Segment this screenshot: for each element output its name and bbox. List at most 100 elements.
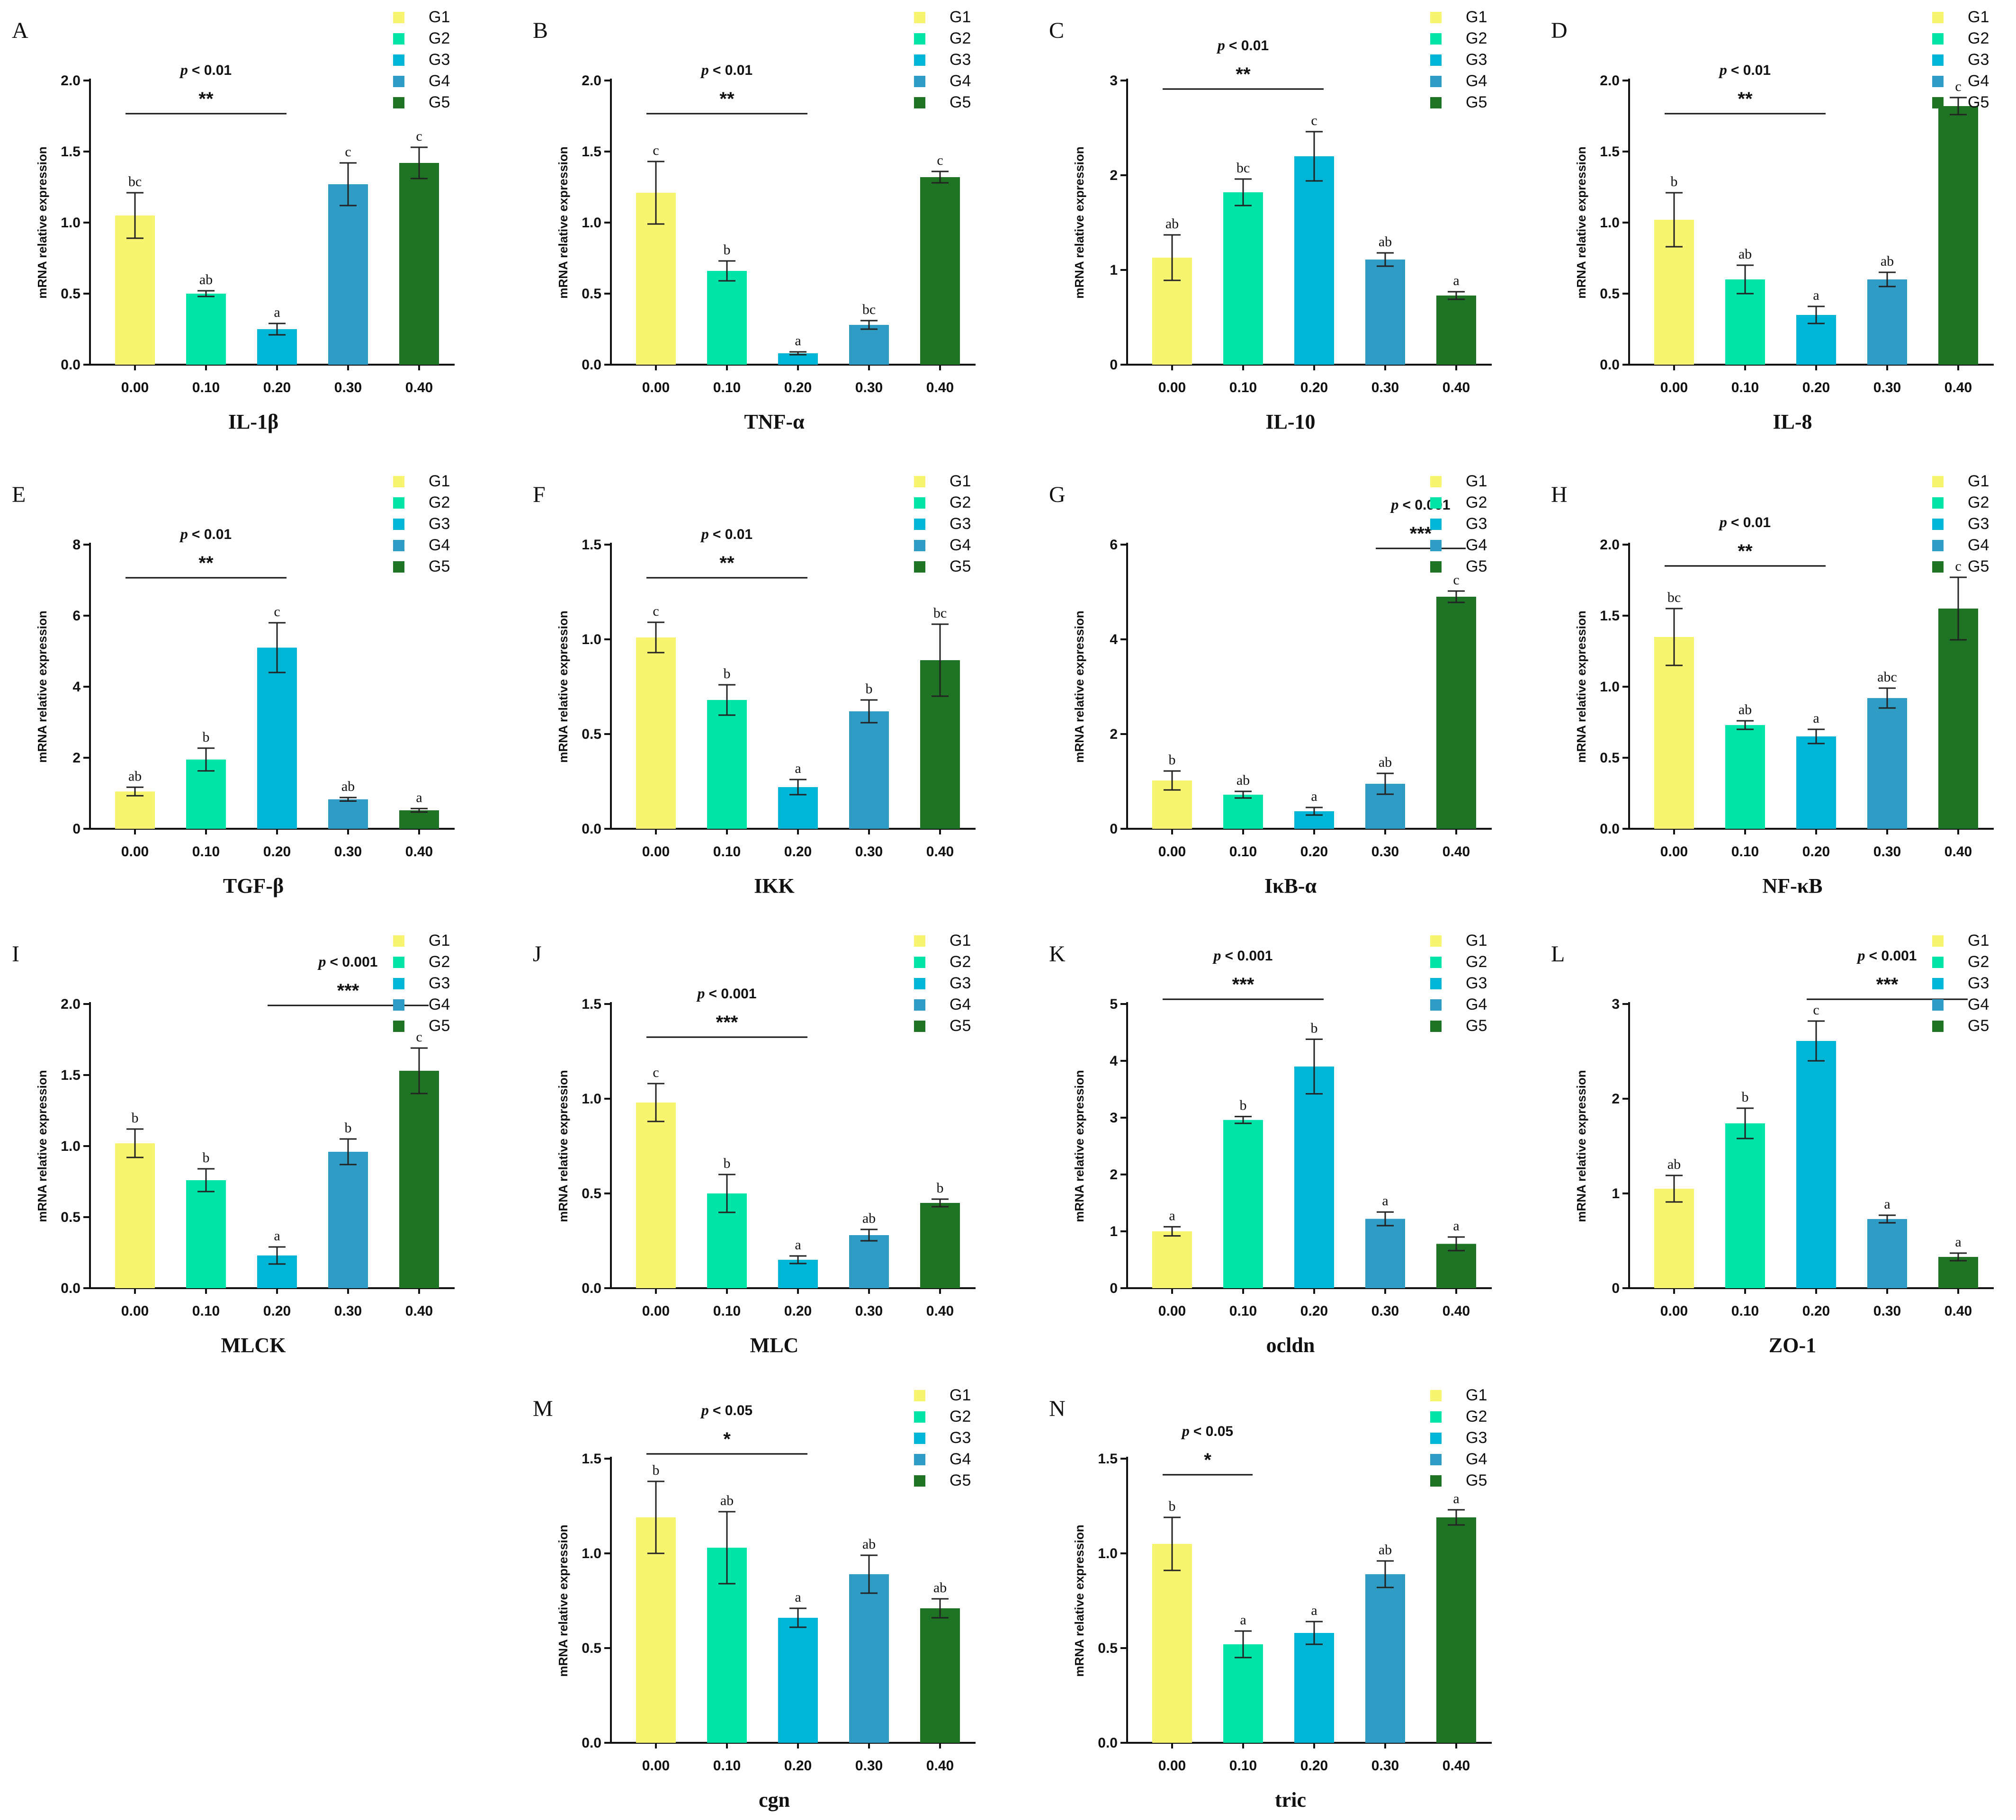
significance-letter: ab [128, 768, 142, 784]
y-tick-label: 2 [1110, 168, 1118, 183]
bar-0.30 [1365, 260, 1405, 365]
panel-letter-d: D [1551, 18, 1568, 43]
p-symbol: p [700, 525, 713, 542]
y-tick-label: 0.0 [582, 1735, 601, 1751]
significance-letter: a [1240, 1612, 1246, 1628]
legend-label-g2: G2 [1466, 29, 1487, 47]
legend-label-g4: G4 [1968, 72, 1989, 90]
legend-label-g3: G3 [1968, 974, 1989, 992]
panel-letter-f: F [533, 482, 546, 507]
significance-letter: c [653, 1065, 659, 1080]
p-value-text: < 0.001 [709, 986, 757, 1002]
y-axis-label: mRNA relative expression [556, 610, 570, 762]
bar-0.30 [328, 799, 368, 829]
significance-letter: ab [1738, 246, 1752, 262]
legend-swatch-g3 [1932, 978, 1944, 989]
legend-label-g4: G4 [1968, 536, 1989, 554]
legend-label-g4: G4 [1466, 1450, 1487, 1468]
legend-swatch-g5 [1430, 1021, 1442, 1032]
significance-letter: b [132, 1110, 139, 1126]
significance-letter: abc [1877, 669, 1897, 685]
legend-label-g2: G2 [429, 953, 450, 971]
significance-letter: c [274, 604, 280, 619]
bar-0.40 [1938, 609, 1978, 829]
significance-letter: c [416, 128, 422, 144]
significance-stars: * [723, 1429, 731, 1450]
significance-letter: b [1742, 1089, 1749, 1105]
significance-stars: ** [198, 553, 214, 574]
y-tick-label: 2.0 [1600, 537, 1620, 553]
y-tick-label: 1.5 [61, 144, 81, 160]
bar-0.20 [1796, 1041, 1836, 1288]
legend-swatch-g1 [914, 935, 925, 947]
x-tick-label: 0.40 [926, 380, 954, 395]
legend-swatch-g2 [914, 33, 925, 45]
y-tick-label: 1.0 [61, 215, 81, 231]
legend-swatch-g2 [1932, 497, 1944, 509]
y-tick-label: 2 [1110, 726, 1118, 742]
x-tick-label: 0.30 [855, 844, 883, 860]
bar-0.30 [328, 1152, 368, 1288]
x-tick-label: 0.30 [334, 1303, 362, 1319]
p-value-label: p < 0.01 [1216, 36, 1269, 54]
y-tick-label: 2 [1110, 1167, 1118, 1183]
significance-letter: a [274, 1228, 280, 1244]
significance-letter: c [1813, 1002, 1819, 1018]
significance-letter: b [724, 1156, 731, 1171]
x-tick-label: 0.30 [1371, 1758, 1399, 1774]
x-tick-label: 0.30 [1371, 844, 1399, 860]
p-value-label: p < 0.001 [317, 953, 378, 970]
significance-stars: *** [1876, 974, 1899, 995]
bar-0.30 [849, 1235, 889, 1288]
x-tick-label: 0.10 [1229, 844, 1257, 860]
x-tick-label: 0.20 [784, 1303, 812, 1319]
bar-0.30 [849, 711, 889, 829]
significance-stars: ** [198, 89, 214, 109]
y-tick-label: 0 [1612, 1281, 1620, 1296]
x-tick-label: 0.30 [1371, 380, 1399, 395]
significance-letter: ab [862, 1210, 876, 1226]
x-tick-label: 0.40 [405, 1303, 433, 1319]
significance-letter: a [1311, 1603, 1317, 1618]
legend-swatch-g5 [1932, 561, 1944, 573]
y-tick-label: 1.5 [582, 144, 601, 160]
legend-swatch-g3 [393, 519, 404, 530]
legend-label-g3: G3 [1466, 515, 1487, 533]
legend-swatch-g2 [1430, 1411, 1442, 1423]
panel-letter-j: J [533, 941, 542, 967]
x-tick-label: 0.00 [1158, 1303, 1186, 1319]
y-axis-label: mRNA relative expression [556, 1070, 570, 1222]
legend-label-g3: G3 [429, 51, 450, 69]
p-value-label: p < 0.001 [1212, 947, 1273, 964]
legend-label-g3: G3 [950, 51, 971, 69]
significance-stars: ** [1236, 64, 1251, 85]
x-tick-label: 0.30 [1371, 1303, 1399, 1319]
panel-letter-l: L [1551, 941, 1565, 967]
legend-label-g4: G4 [1466, 995, 1487, 1013]
legend-swatch-g4 [1430, 540, 1442, 551]
legend-label-g5: G5 [429, 93, 450, 111]
significance-letter: a [795, 333, 801, 349]
legend-label-g2: G2 [1466, 1408, 1487, 1426]
legend-swatch-g3 [1430, 1433, 1442, 1444]
significance-stars: *** [716, 1012, 738, 1033]
x-tick-label: 0.20 [1802, 844, 1830, 860]
y-tick-label: 0.5 [1600, 286, 1620, 302]
x-tick-label: 0.20 [263, 380, 291, 395]
p-value-text: < 0.001 [1869, 948, 1917, 964]
y-tick-label: 1 [1612, 1186, 1620, 1201]
x-axis-label: IL-1β [228, 410, 278, 433]
y-tick-label: 0 [72, 821, 81, 837]
x-tick-label: 0.20 [1300, 1758, 1328, 1774]
legend-label-g4: G4 [950, 995, 971, 1013]
legend-swatch-g5 [1430, 97, 1442, 108]
legend-swatch-g1 [393, 476, 404, 487]
x-tick-label: 0.00 [1158, 380, 1186, 395]
legend-swatch-g5 [914, 1021, 925, 1032]
significance-letter: c [937, 152, 943, 168]
panel-letter-i: I [12, 941, 19, 967]
x-axis-label: MLCK [221, 1334, 286, 1357]
legend-swatch-g1 [1932, 12, 1944, 23]
x-tick-label: 0.40 [1443, 844, 1470, 860]
